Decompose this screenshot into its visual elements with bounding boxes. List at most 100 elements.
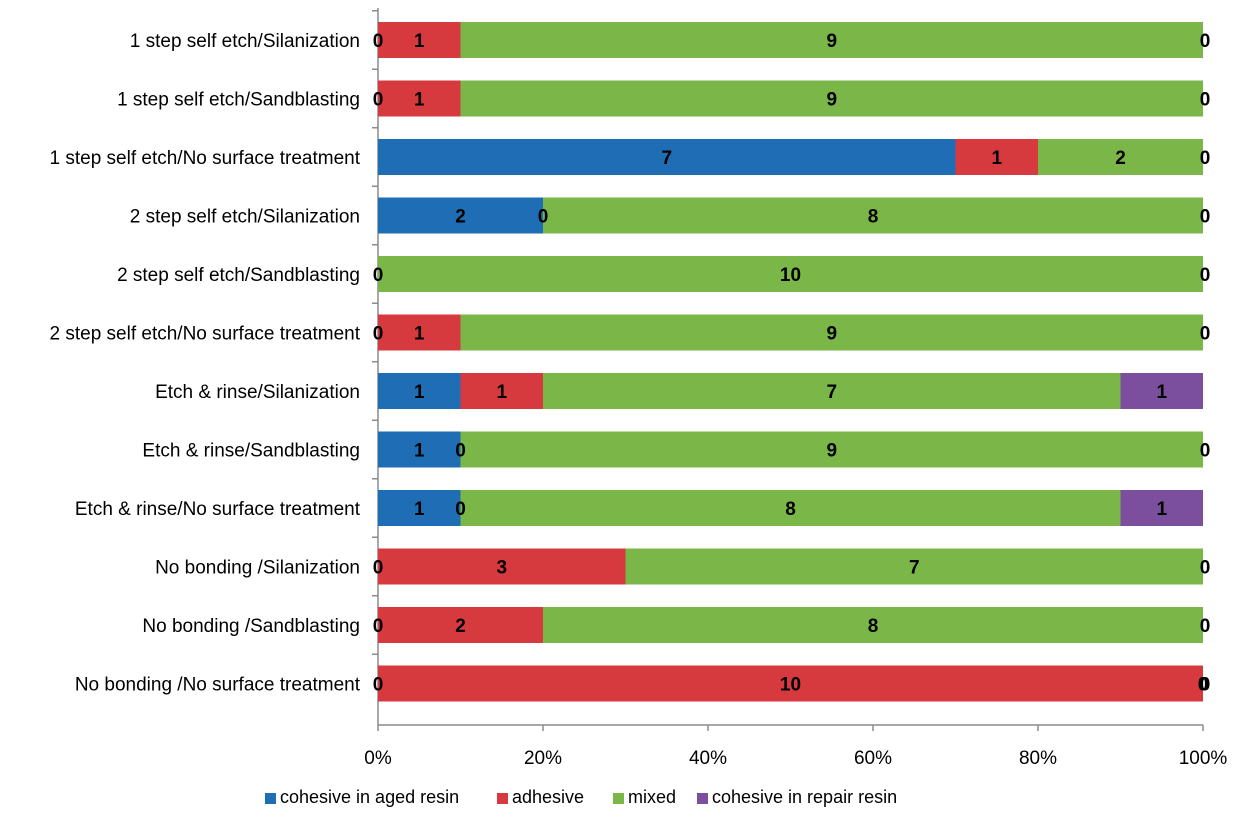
bar-segment: [378, 607, 543, 643]
bar-segment: [1120, 373, 1203, 409]
bar-segment: [378, 431, 461, 468]
bar-segment: [378, 197, 543, 234]
bar-segment: [378, 548, 626, 585]
bar-segment: [378, 80, 461, 117]
bar-segment: [460, 80, 1203, 117]
data-label: 1: [414, 31, 425, 52]
data-label: 0: [373, 265, 384, 286]
data-label: 0: [455, 441, 466, 462]
category-label: 1 step self etch/No surface treatment: [50, 148, 361, 169]
data-label: 0: [538, 207, 549, 228]
x-tick-label: 100%: [1179, 748, 1228, 769]
legend-swatch: [697, 793, 708, 804]
legend-label: adhesive: [512, 787, 584, 807]
data-label: 1: [1156, 382, 1167, 403]
bar-segment: [378, 139, 956, 175]
x-tick-label: 60%: [854, 748, 892, 769]
data-label: 0: [373, 324, 384, 345]
data-label: 2: [455, 616, 466, 637]
data-label: 9: [826, 324, 837, 345]
bar-segment: [378, 314, 461, 351]
data-label: 0: [1200, 90, 1211, 111]
data-label: 1: [991, 148, 1002, 169]
bar-segment: [460, 373, 543, 409]
category-label: 2 step self etch/No surface treatment: [50, 324, 361, 345]
x-tick-label: 0%: [364, 748, 392, 769]
data-label: 1: [414, 382, 425, 403]
data-label: 8: [868, 207, 879, 228]
bar-segment: [1038, 139, 1203, 175]
data-label: 10: [780, 265, 801, 286]
data-label: 0: [1198, 675, 1209, 696]
category-label: No bonding /Sandblasting: [142, 616, 360, 637]
data-label: 1: [1156, 499, 1167, 520]
category-label: Etch & rinse/No surface treatment: [75, 499, 361, 520]
x-tick-label: 80%: [1019, 748, 1057, 769]
data-label: 9: [826, 90, 837, 111]
bar-segment: [378, 256, 1203, 292]
data-label: 7: [661, 148, 672, 169]
bar-segment: [378, 665, 1203, 702]
data-label: 0: [1200, 207, 1211, 228]
data-label: 2: [1115, 148, 1126, 169]
data-label: 7: [826, 382, 837, 403]
bar-segment: [460, 431, 1203, 468]
category-label: 2 step self etch/Silanization: [130, 207, 360, 228]
data-label: 8: [785, 499, 796, 520]
category-label: No bonding /Silanization: [155, 558, 360, 579]
category-label: No bonding /No surface treatment: [75, 675, 361, 696]
legend-label: mixed: [628, 787, 676, 807]
x-tick-label: 20%: [524, 748, 562, 769]
data-label: 0: [1200, 558, 1211, 579]
category-label: 1 step self etch/Sandblasting: [117, 90, 360, 111]
data-label: 0: [373, 558, 384, 579]
data-label: 8: [868, 616, 879, 637]
data-label: 0: [1200, 441, 1211, 462]
category-label: Etch & rinse/Silanization: [155, 382, 360, 403]
bar-segment: [378, 373, 461, 409]
category-label: 2 step self etch/Sandblasting: [117, 265, 360, 286]
x-tick-label: 40%: [689, 748, 727, 769]
legend-swatch: [613, 793, 624, 804]
data-label: 7: [909, 558, 920, 579]
legend-swatch: [497, 793, 508, 804]
bar-segment: [543, 607, 1203, 643]
bar-segment: [543, 197, 1203, 234]
data-label: 1: [414, 90, 425, 111]
bar-segment: [955, 139, 1038, 175]
bar-segment: [378, 22, 461, 58]
data-label: 0: [373, 616, 384, 637]
data-label: 1: [496, 382, 507, 403]
data-label: 10: [780, 675, 801, 696]
data-label: 1: [414, 441, 425, 462]
legend-label: cohesive in aged resin: [280, 787, 459, 807]
bar-segment: [1120, 490, 1203, 526]
category-label: Etch & rinse/Sandblasting: [142, 441, 360, 462]
bar-segment: [460, 490, 1121, 526]
data-label: 0: [455, 499, 466, 520]
data-label: 0: [1200, 324, 1211, 345]
data-label: 0: [1200, 31, 1211, 52]
category-label: 1 step self etch/Silanization: [130, 31, 360, 52]
bar-segment: [460, 314, 1203, 351]
data-label: 0: [1200, 675, 1211, 696]
bar-segment: [378, 490, 461, 526]
data-label: 9: [826, 31, 837, 52]
data-label: 0: [373, 675, 384, 696]
data-label: 3: [496, 558, 507, 579]
bar-segment: [625, 548, 1203, 585]
bar-segment: [543, 373, 1121, 409]
data-label: 1: [414, 324, 425, 345]
data-label: 2: [455, 207, 466, 228]
data-label: 1: [414, 499, 425, 520]
data-label: 0: [1200, 265, 1211, 286]
legend-swatch: [265, 793, 276, 804]
data-label: 0: [1200, 148, 1211, 169]
data-label: 9: [826, 441, 837, 462]
data-label: 0: [373, 90, 384, 111]
legend-label: cohesive in repair resin: [712, 787, 897, 807]
bar-segment: [460, 22, 1203, 58]
data-label: 0: [373, 31, 384, 52]
